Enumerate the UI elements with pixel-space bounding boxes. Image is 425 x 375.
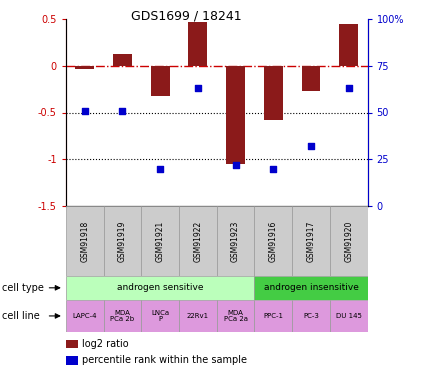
Bar — [264, 66, 283, 120]
Bar — [330, 206, 368, 276]
Text: DU 145: DU 145 — [336, 313, 362, 319]
Bar — [255, 206, 292, 276]
Text: MDA
PCa 2a: MDA PCa 2a — [224, 310, 248, 322]
Bar — [66, 356, 78, 364]
Text: cell line: cell line — [2, 311, 40, 321]
Text: PC-3: PC-3 — [303, 313, 319, 319]
Point — [346, 85, 352, 91]
Text: GSM91922: GSM91922 — [193, 220, 202, 262]
Point — [81, 108, 88, 114]
Bar — [113, 54, 132, 66]
Text: 22Rv1: 22Rv1 — [187, 313, 209, 319]
Bar — [141, 300, 179, 332]
Text: GSM91921: GSM91921 — [156, 220, 164, 262]
Point — [232, 162, 239, 168]
Text: MDA
PCa 2b: MDA PCa 2b — [110, 310, 135, 322]
Bar — [217, 206, 255, 276]
Text: GSM91916: GSM91916 — [269, 220, 278, 262]
Bar — [339, 24, 358, 66]
Text: LAPC-4: LAPC-4 — [73, 313, 97, 319]
Bar — [66, 276, 255, 300]
Text: GSM91920: GSM91920 — [344, 220, 353, 262]
Bar — [66, 340, 78, 348]
Bar — [66, 300, 104, 332]
Point — [157, 166, 164, 172]
Bar — [217, 300, 255, 332]
Bar — [141, 206, 179, 276]
Point — [308, 143, 314, 149]
Bar — [104, 300, 141, 332]
Text: cell type: cell type — [2, 283, 44, 293]
Bar — [292, 300, 330, 332]
Text: GSM91919: GSM91919 — [118, 220, 127, 262]
Text: androgen sensitive: androgen sensitive — [117, 284, 204, 292]
Bar — [255, 300, 292, 332]
Bar — [66, 206, 104, 276]
Bar — [104, 206, 141, 276]
Text: percentile rank within the sample: percentile rank within the sample — [82, 356, 247, 365]
Bar — [179, 206, 217, 276]
Bar — [292, 206, 330, 276]
Bar — [255, 276, 368, 300]
Text: LNCa
P: LNCa P — [151, 310, 169, 322]
Text: PPC-1: PPC-1 — [264, 313, 283, 319]
Text: GSM91917: GSM91917 — [306, 220, 315, 262]
Bar — [226, 66, 245, 164]
Bar — [179, 300, 217, 332]
Text: GDS1699 / 18241: GDS1699 / 18241 — [131, 9, 242, 22]
Bar — [188, 21, 207, 66]
Text: GSM91923: GSM91923 — [231, 220, 240, 262]
Text: androgen insensitive: androgen insensitive — [264, 284, 358, 292]
Point — [270, 166, 277, 172]
Bar — [75, 66, 94, 69]
Text: log2 ratio: log2 ratio — [82, 339, 129, 349]
Bar — [151, 66, 170, 96]
Bar — [330, 300, 368, 332]
Point — [195, 85, 201, 91]
Point — [119, 108, 126, 114]
Bar — [302, 66, 320, 91]
Text: GSM91918: GSM91918 — [80, 220, 89, 262]
